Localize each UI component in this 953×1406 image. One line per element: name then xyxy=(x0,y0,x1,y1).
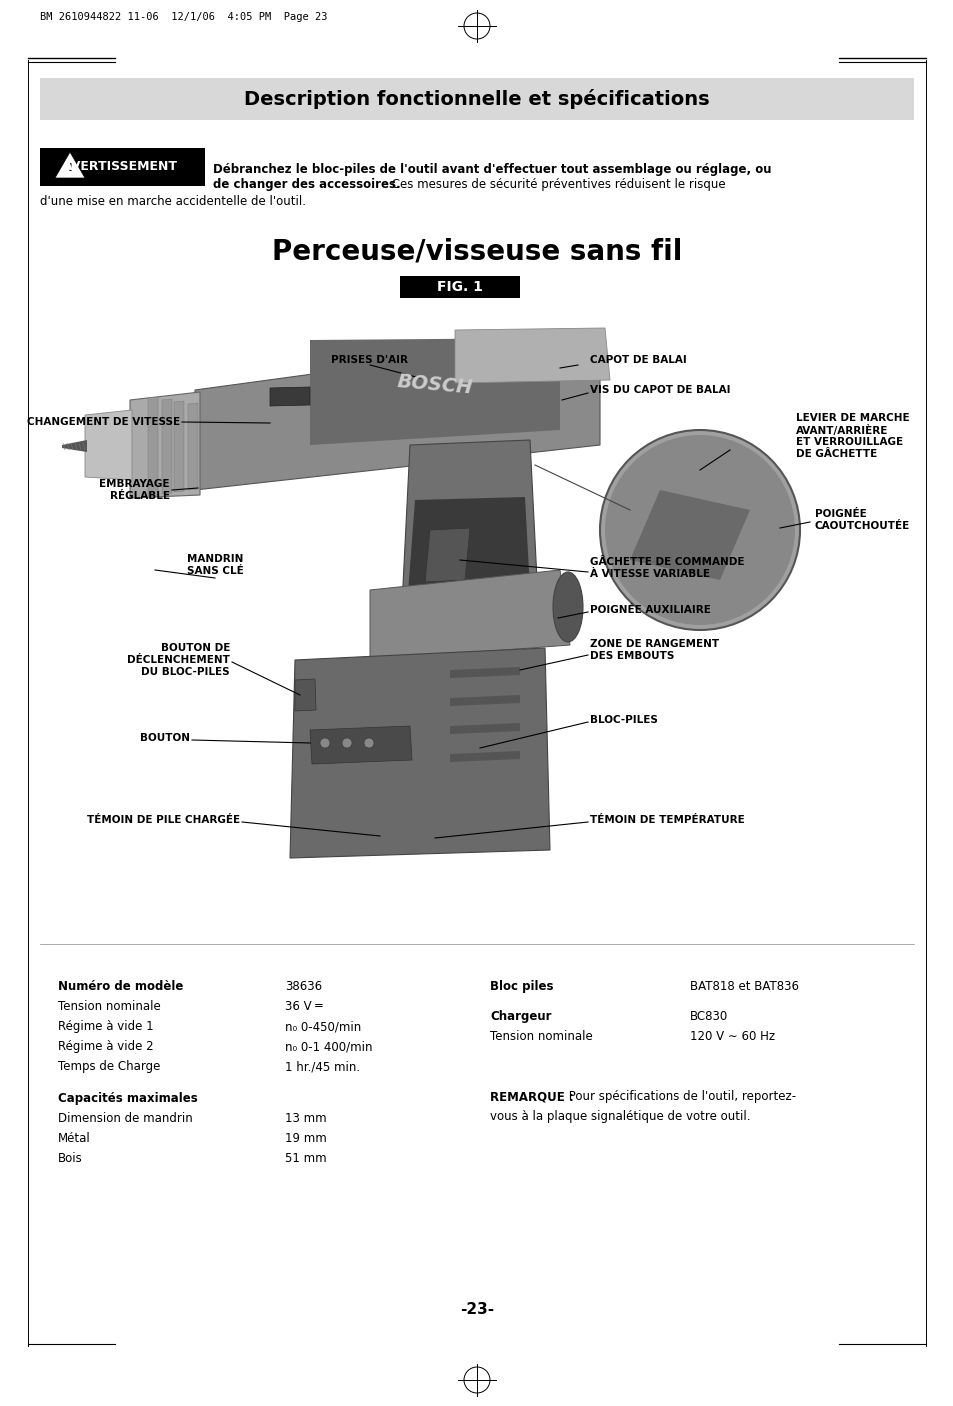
Text: 120 V ∼ 60 Hz: 120 V ∼ 60 Hz xyxy=(689,1031,774,1043)
Text: 38636: 38636 xyxy=(285,980,322,993)
Polygon shape xyxy=(270,387,310,406)
Text: 1 hr./45 min.: 1 hr./45 min. xyxy=(285,1060,359,1073)
Text: ZONE DE RANGEMENT
DES EMBOUTS: ZONE DE RANGEMENT DES EMBOUTS xyxy=(589,640,719,661)
Text: BAT818 et BAT836: BAT818 et BAT836 xyxy=(689,980,799,993)
Polygon shape xyxy=(130,392,200,498)
Circle shape xyxy=(341,738,352,748)
Polygon shape xyxy=(188,404,198,491)
Text: AVERTISSEMENT: AVERTISSEMENT xyxy=(63,160,177,173)
Polygon shape xyxy=(424,529,470,582)
Text: 36 V ═: 36 V ═ xyxy=(285,1000,322,1012)
Text: d'une mise en marche accidentelle de l'outil.: d'une mise en marche accidentelle de l'o… xyxy=(40,195,306,208)
Text: Métal: Métal xyxy=(58,1132,91,1144)
Polygon shape xyxy=(629,491,749,581)
Polygon shape xyxy=(55,152,85,179)
Polygon shape xyxy=(173,401,184,492)
Text: BOUTON: BOUTON xyxy=(140,733,190,742)
Text: TÉMOIN DE TEMPÉRATURE: TÉMOIN DE TEMPÉRATURE xyxy=(589,815,744,825)
Text: 51 mm: 51 mm xyxy=(285,1152,326,1166)
Text: de changer des accessoires.: de changer des accessoires. xyxy=(213,179,400,191)
Text: Dimension de mandrin: Dimension de mandrin xyxy=(58,1112,193,1125)
Text: Tension nominale: Tension nominale xyxy=(490,1031,592,1043)
Bar xyxy=(399,276,519,298)
Circle shape xyxy=(364,738,374,748)
Text: BOSCH: BOSCH xyxy=(395,373,474,398)
Text: Temps de Charge: Temps de Charge xyxy=(58,1060,160,1073)
Polygon shape xyxy=(310,337,559,446)
Text: CHANGEMENT DE VITESSE: CHANGEMENT DE VITESSE xyxy=(27,418,180,427)
Text: Bois: Bois xyxy=(58,1152,83,1166)
Text: POIGNÉE AUXILIAIRE: POIGNÉE AUXILIAIRE xyxy=(589,605,710,614)
Text: GÂCHETTE DE COMMANDE
À VITESSE VARIABLE: GÂCHETTE DE COMMANDE À VITESSE VARIABLE xyxy=(589,557,743,579)
Polygon shape xyxy=(399,440,539,645)
Text: !: ! xyxy=(68,163,72,173)
Text: BC830: BC830 xyxy=(689,1010,727,1024)
Polygon shape xyxy=(294,679,315,711)
Polygon shape xyxy=(450,751,519,762)
Text: 13 mm: 13 mm xyxy=(285,1112,326,1125)
Text: n₀ 0-1 400/min: n₀ 0-1 400/min xyxy=(285,1040,372,1053)
Bar xyxy=(40,77,913,120)
Polygon shape xyxy=(148,396,158,496)
Text: Capacités maximales: Capacités maximales xyxy=(58,1092,197,1105)
Polygon shape xyxy=(310,725,412,763)
Text: PRISES D'AIR: PRISES D'AIR xyxy=(331,354,408,366)
Text: Tension nominale: Tension nominale xyxy=(58,1000,161,1012)
Polygon shape xyxy=(162,399,172,494)
Ellipse shape xyxy=(553,572,582,643)
Text: -23-: -23- xyxy=(459,1302,494,1317)
Text: POIGNÉE
CAOUTCHOUTÉE: POIGNÉE CAOUTCHOUTÉE xyxy=(814,509,909,531)
Text: Ces mesures de sécurité préventives réduisent le risque: Ces mesures de sécurité préventives rédu… xyxy=(388,179,725,191)
Text: BLOC-PILES: BLOC-PILES xyxy=(589,716,658,725)
Text: Chargeur: Chargeur xyxy=(490,1010,551,1024)
Text: Débranchez le bloc-piles de l'outil avant d'effectuer tout assemblage ou réglage: Débranchez le bloc-piles de l'outil avan… xyxy=(213,163,771,176)
Text: Numéro de modèle: Numéro de modèle xyxy=(58,980,183,993)
Text: CAPOT DE BALAI: CAPOT DE BALAI xyxy=(589,354,686,366)
Bar xyxy=(40,148,205,186)
Text: n₀ 0-450/min: n₀ 0-450/min xyxy=(285,1019,361,1033)
Circle shape xyxy=(599,430,800,630)
Polygon shape xyxy=(455,328,609,382)
Text: Régime à vide 1: Régime à vide 1 xyxy=(58,1019,153,1033)
Polygon shape xyxy=(450,723,519,734)
Text: LEVIER DE MARCHE
AVANT/ARRIÈRE
ET VERROUILLAGE
DE GÂCHETTE: LEVIER DE MARCHE AVANT/ARRIÈRE ET VERROU… xyxy=(796,413,909,458)
Text: FIG. 1: FIG. 1 xyxy=(436,280,482,294)
Polygon shape xyxy=(450,695,519,706)
Polygon shape xyxy=(450,666,519,678)
Text: 19 mm: 19 mm xyxy=(285,1132,327,1144)
Text: REMARQUE :: REMARQUE : xyxy=(490,1090,573,1102)
Text: Pour spécifications de l'outil, reportez-: Pour spécifications de l'outil, reportez… xyxy=(564,1090,796,1102)
Text: BM 2610944822 11-06  12/1/06  4:05 PM  Page 23: BM 2610944822 11-06 12/1/06 4:05 PM Page… xyxy=(40,13,327,22)
Text: Description fonctionnelle et spécifications: Description fonctionnelle et spécificati… xyxy=(244,89,709,110)
Text: VIS DU CAPOT DE BALAI: VIS DU CAPOT DE BALAI xyxy=(589,385,730,395)
Polygon shape xyxy=(290,648,550,858)
Text: Perceuse/visseuse sans fil: Perceuse/visseuse sans fil xyxy=(272,238,681,266)
Polygon shape xyxy=(370,569,569,659)
Text: vous à la plaque signalétique de votre outil.: vous à la plaque signalétique de votre o… xyxy=(490,1109,750,1123)
Text: BOUTON DE
DÉCLENCHEMENT
DU BLOC-PILES: BOUTON DE DÉCLENCHEMENT DU BLOC-PILES xyxy=(127,644,230,676)
Text: Bloc piles: Bloc piles xyxy=(490,980,553,993)
Text: Régime à vide 2: Régime à vide 2 xyxy=(58,1040,153,1053)
Text: EMBRAYAGE
RÉGLABLE: EMBRAYAGE RÉGLABLE xyxy=(99,479,170,501)
Circle shape xyxy=(319,738,330,748)
Polygon shape xyxy=(194,335,599,491)
Circle shape xyxy=(604,434,794,626)
Polygon shape xyxy=(62,440,87,451)
Text: TÉMOIN DE PILE CHARGÉE: TÉMOIN DE PILE CHARGÉE xyxy=(87,815,240,825)
Polygon shape xyxy=(85,411,132,479)
Polygon shape xyxy=(408,496,530,593)
Text: MANDRIN
SANS CLÉ: MANDRIN SANS CLÉ xyxy=(187,554,243,576)
